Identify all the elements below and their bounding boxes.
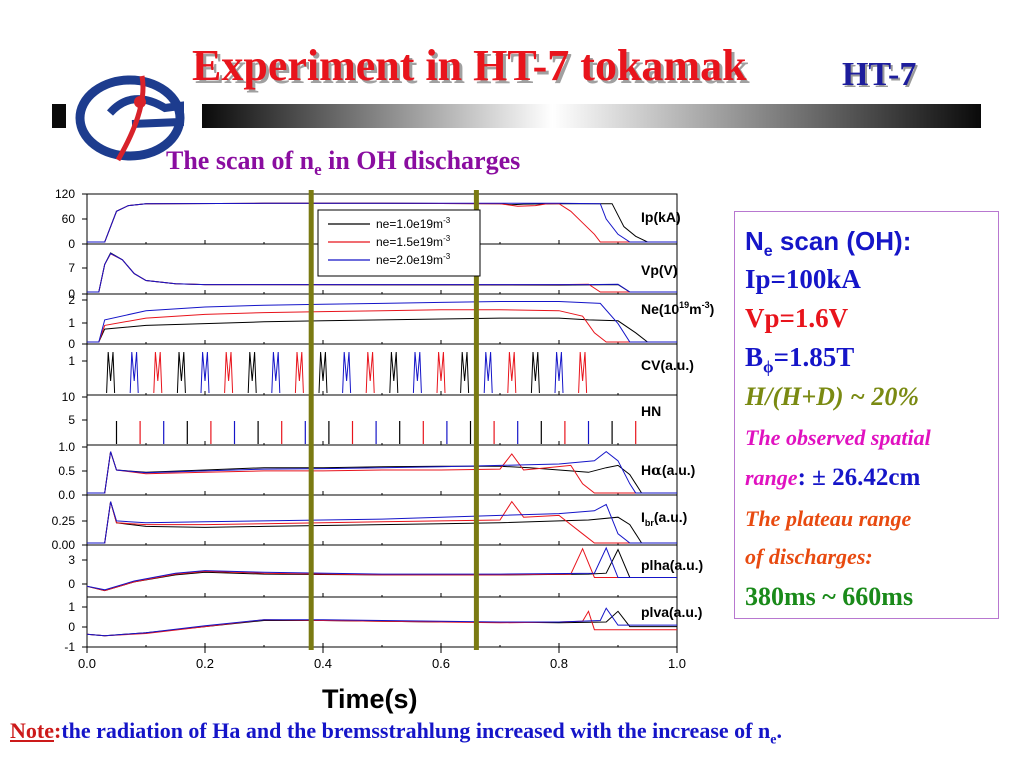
cv-pulse <box>200 351 210 394</box>
bottom-note: Note:the radiation of Ha and the bremsst… <box>10 718 782 748</box>
x-tick-label: 0.4 <box>314 656 332 671</box>
y-tick-label: 1.0 <box>58 440 75 454</box>
y-tick-label: 1 <box>68 354 75 368</box>
y-tick-label: -1 <box>64 640 75 654</box>
x-tick-label: 0.2 <box>196 656 214 671</box>
series-line-plva <box>86 610 677 637</box>
series-line-ibr <box>87 501 677 544</box>
cv-pulse <box>106 351 116 394</box>
panel-label-ibr: Ibr(a.u.) <box>641 509 687 528</box>
y-tick-label: 2 <box>68 293 75 307</box>
y-tick-label: 0 <box>68 237 75 251</box>
series-line-vp <box>87 252 677 293</box>
y-tick-label: 0.0 <box>58 488 75 502</box>
x-axis-label: Time(s) <box>322 684 418 714</box>
cv-pulse <box>578 351 588 394</box>
info-range: range: ± 26.42cm <box>745 464 921 491</box>
info-window: 380ms ~ 660ms <box>745 582 914 611</box>
cv-pulse <box>318 351 328 394</box>
panel-label-ne: Ne(1019m-3) <box>641 300 714 317</box>
info-box: Ne scan (OH): Ip=100kA Vp=1.6V Bϕ=1.85T … <box>734 211 999 619</box>
x-tick-label: 0.8 <box>550 656 568 671</box>
panel-label-cv: CV(a.u.) <box>641 357 694 373</box>
panel-label-vp: Vp(V) <box>641 262 678 278</box>
info-vp: Vp=1.6V <box>745 303 849 333</box>
y-tick-label: 7 <box>68 261 75 275</box>
series-line-ha <box>87 450 677 494</box>
cv-pulse <box>294 351 304 394</box>
legend-entry: ne=2.0e19m-3 <box>376 252 451 267</box>
series-line-ne <box>87 309 677 343</box>
info-ratio: H/(H+D) ~ 20% <box>745 382 920 411</box>
cv-pulse <box>153 351 163 394</box>
cv-pulse <box>247 351 257 394</box>
y-tick-label: 0 <box>68 337 75 351</box>
cv-pulse <box>224 351 234 394</box>
cv-pulse <box>342 351 352 394</box>
y-tick-label: 0.5 <box>58 464 75 478</box>
series-line-ip <box>87 202 677 243</box>
info-plateau: The plateau range <box>745 506 912 531</box>
y-tick-label: 3 <box>68 553 75 567</box>
y-tick-label: 0 <box>68 577 75 591</box>
cv-pulse <box>271 351 281 394</box>
cv-pulse <box>129 351 139 394</box>
info-spatial: The observed spatial <box>745 425 931 450</box>
cv-pulse <box>176 351 186 394</box>
series-line-plha <box>86 548 677 592</box>
cv-pulse <box>436 351 446 394</box>
cv-pulse <box>365 351 375 394</box>
y-tick-label: 5 <box>68 413 75 427</box>
panel-label-hn: HN <box>641 403 661 419</box>
cv-pulse <box>412 351 422 394</box>
x-tick-label: 1.0 <box>668 656 686 671</box>
series-line-ne <box>87 317 677 343</box>
cv-pulse <box>460 351 470 394</box>
series-line-plha <box>86 546 677 591</box>
y-tick-label: 0 <box>68 620 75 634</box>
y-tick-label: 1 <box>68 600 75 614</box>
info-scan-line: Ne scan (OH): <box>745 226 912 261</box>
legend-entry: ne=1.0e19m-3 <box>376 216 451 231</box>
chart-subtitle: The scan of ne in OH discharges <box>166 146 521 180</box>
info-ip: Ip=100kA <box>745 264 861 294</box>
legend-entry: ne=1.5e19m-3 <box>376 234 451 249</box>
series-line-plva <box>86 610 677 637</box>
header-gradient-band <box>52 104 981 128</box>
cv-pulse <box>483 351 493 394</box>
y-tick-label: 60 <box>62 212 76 226</box>
legend-box <box>317 209 481 277</box>
panel-label-plva: plva(a.u.) <box>641 604 702 620</box>
cv-pulse <box>530 351 540 394</box>
series-line-ne <box>87 301 677 343</box>
x-tick-label: 0.0 <box>78 656 96 671</box>
y-tick-label: 0.00 <box>52 538 76 552</box>
y-tick-label: 0.25 <box>52 514 76 528</box>
brand-label: HT-7 <box>842 56 917 93</box>
x-tick-label: 0.6 <box>432 656 450 671</box>
series-line-plva <box>86 607 677 637</box>
cv-pulse <box>554 351 564 394</box>
panel-label-ip: Ip(kA) <box>641 209 681 225</box>
cv-pulse <box>507 351 517 394</box>
panel-label-ha: Hα(a.u.) <box>641 462 695 479</box>
page-title: Experiment in HT-7 tokamak <box>192 41 747 90</box>
y-tick-label: 0 <box>68 287 75 301</box>
panel-label-plha: plha(a.u.) <box>641 557 703 573</box>
info-b: Bϕ=1.85T <box>745 342 855 377</box>
series-line-plha <box>86 547 677 592</box>
y-tick-label: 120 <box>55 187 75 201</box>
ipp-logo-icon <box>75 75 185 162</box>
cv-pulse <box>389 351 399 394</box>
info-discharges: of discharges: <box>745 544 873 569</box>
y-tick-label: 10 <box>62 390 76 404</box>
y-tick-label: 1 <box>68 316 75 330</box>
